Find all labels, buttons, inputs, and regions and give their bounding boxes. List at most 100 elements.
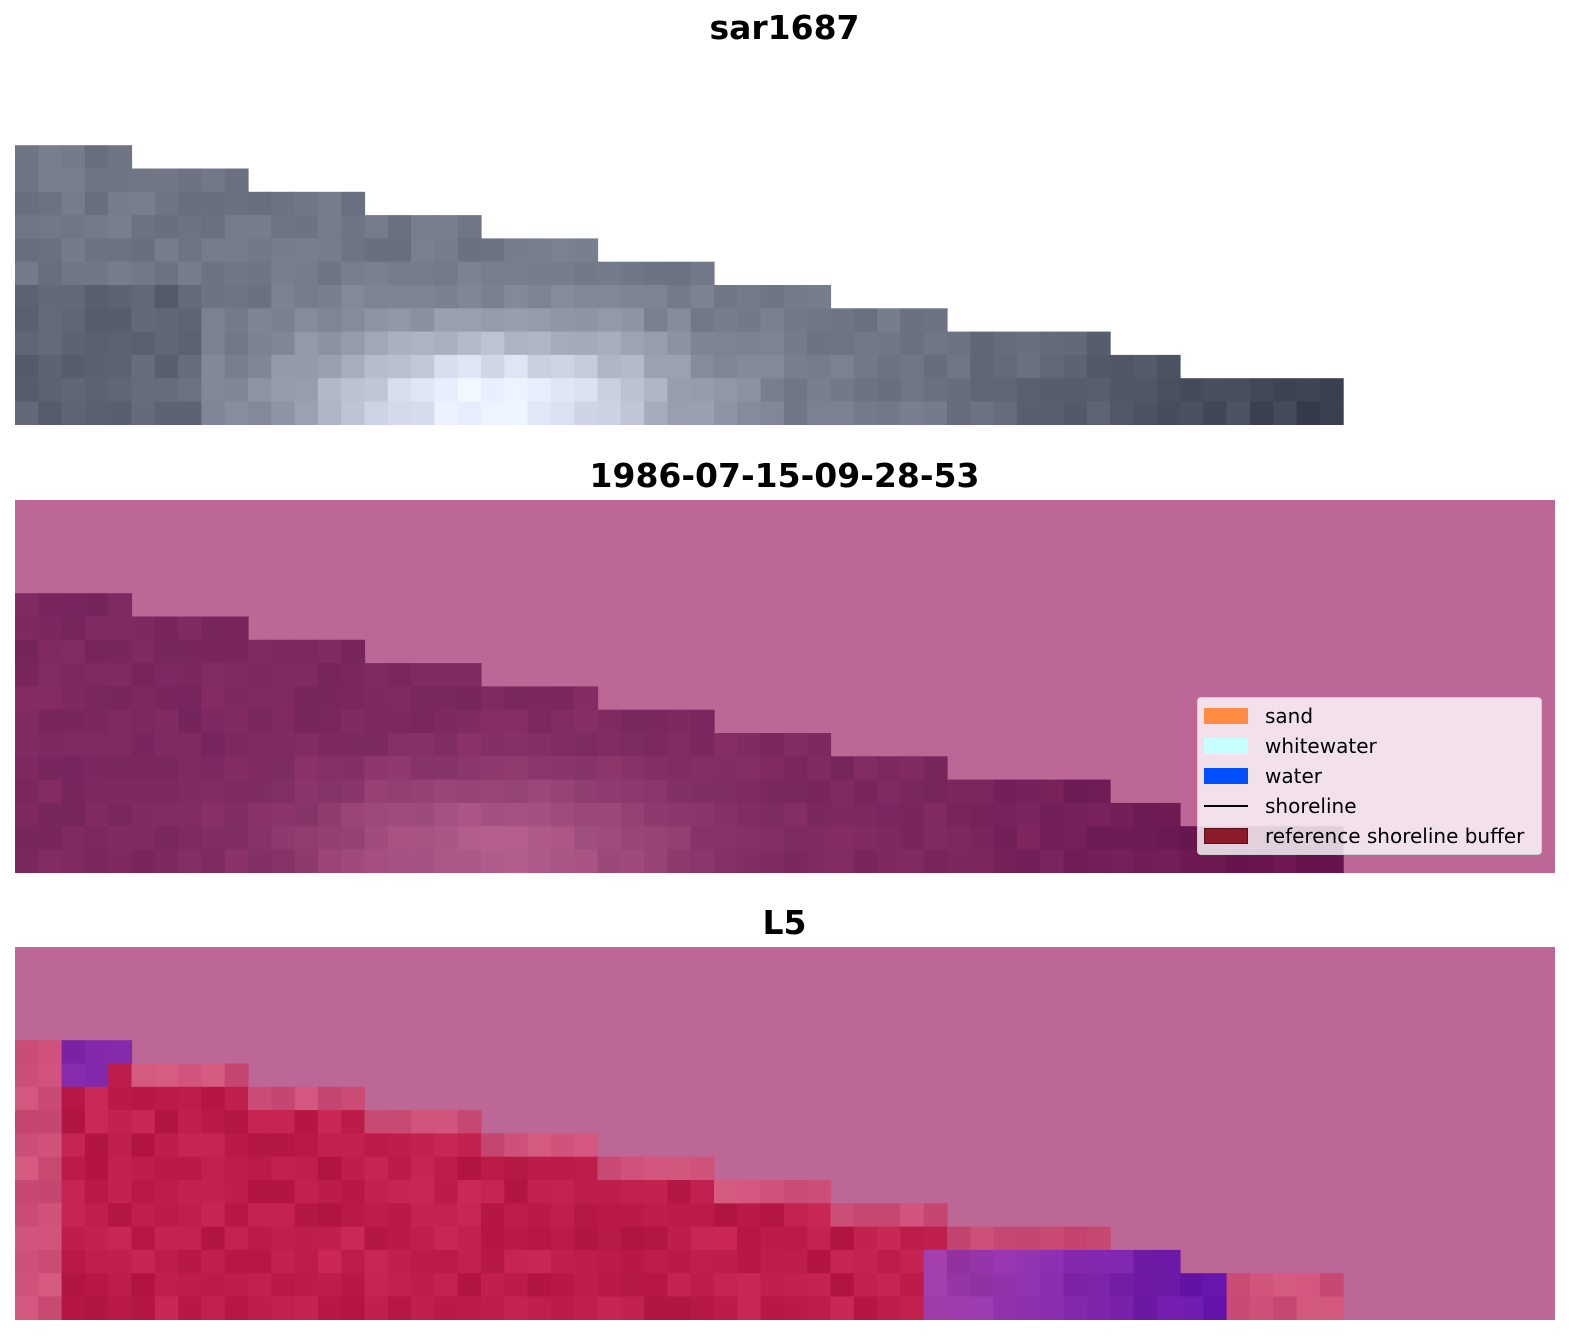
pixel-cell [178,686,202,711]
pixel-cell [504,733,529,757]
pixel-cell [15,378,39,403]
pixel-cell [224,1180,249,1204]
pixel-cell [550,1226,575,1251]
sand-swatch [1204,708,1248,724]
pixel-cell [294,1156,319,1181]
pixel-cell [387,1180,412,1204]
pixel-cell [550,733,575,757]
pixel-cell [993,354,1018,379]
pixel-cell [201,1249,226,1274]
pixel-cell [690,401,715,425]
pixel-cell [38,261,63,286]
pixel-cell [84,168,109,193]
pixel-cell [760,733,785,757]
pixel-cell [574,1273,599,1298]
pixel-cell [317,802,342,827]
pixel-cell [364,1180,389,1204]
pixel-cell [527,1296,552,1320]
pixel-cell [667,261,692,286]
pixel-cell [1110,1249,1134,1274]
pixel-cell [38,1133,63,1158]
pixel-cell [620,354,645,379]
pixel-cell [1110,802,1134,827]
pixel-cell [108,709,133,734]
pixel-cell [644,756,668,781]
pixel-cell [457,1110,482,1134]
pixel-cell [714,826,738,851]
pixel-cell [387,1273,412,1298]
pixel-cell [550,354,575,379]
pixel-cell [84,663,109,687]
pixel-cell [271,663,296,687]
pixel-cell [178,238,202,263]
pixel-cell [201,285,226,309]
pixel-cell [900,849,925,873]
pixel-cell [84,378,109,403]
pixel-cell [690,1273,715,1298]
pixel-cell [271,733,296,757]
pixel-cell [620,756,645,781]
pixel-cell [341,709,366,734]
pixel-cell [853,1273,878,1298]
pixel-cell [481,1296,505,1320]
pixel-cell [84,1203,109,1228]
rgb-image-panel [15,500,1555,873]
pixel-cell [457,285,482,309]
pixel-cell [178,1063,202,1088]
pixel-cell [38,191,63,216]
pixel-cell [481,331,505,356]
pixel-cell [15,215,39,239]
pixel-cell [481,285,505,309]
pixel-cell [434,663,459,687]
pixel-cell [737,378,762,403]
pixel-cell [294,378,319,403]
pixel-cell [1040,1273,1065,1298]
pixel-cell [341,331,366,356]
pixel-cell [317,639,342,664]
pixel-cell [1203,849,1228,873]
pixel-cell [317,261,342,286]
pixel-cell [224,639,249,664]
pixel-cell [108,1249,133,1274]
pixel-cell [84,191,109,216]
pixel-cell [923,756,948,781]
pixel-cell [178,1110,202,1134]
pixel-cell [760,826,785,851]
pixel-cell [108,191,133,216]
pixel-cell [294,285,319,309]
pixel-cell [1086,331,1111,356]
pixel-cell [457,261,482,286]
pixel-cell [504,686,529,711]
pixel-cell [434,285,459,309]
pixel-cell [364,1296,389,1320]
pixel-cell [201,1086,226,1111]
pixel-cell [387,802,412,827]
pixel-cell [341,663,366,687]
pixel-cell [364,1249,389,1274]
pixel-cell [108,779,133,804]
pixel-cell [830,331,855,356]
pixel-cell [271,331,296,356]
pixel-cell [877,1226,901,1251]
pixel-cell [1016,1249,1041,1274]
pixel-cell [178,378,202,403]
legend-entry-sand: sand [1204,704,1313,728]
pixel-cell [38,1110,63,1134]
pixel-cell [387,401,412,425]
pixel-cell [201,331,226,356]
pixel-cell [178,663,202,687]
pixel-cell [271,1086,296,1111]
pixel-cell [923,331,948,356]
pixel-cell [317,238,342,263]
pixel-cell [620,1226,645,1251]
pixel-cell [201,354,226,379]
pixel-cell [574,238,599,263]
pixel-cell [84,308,109,333]
pixel-cell [178,616,202,641]
pixel-cell [947,354,971,379]
pixel-cell [853,331,878,356]
pixel-cell [411,261,435,286]
pixel-cell [15,1226,39,1251]
pixel-cell [1273,1296,1298,1320]
pixel-cell [61,1203,86,1228]
